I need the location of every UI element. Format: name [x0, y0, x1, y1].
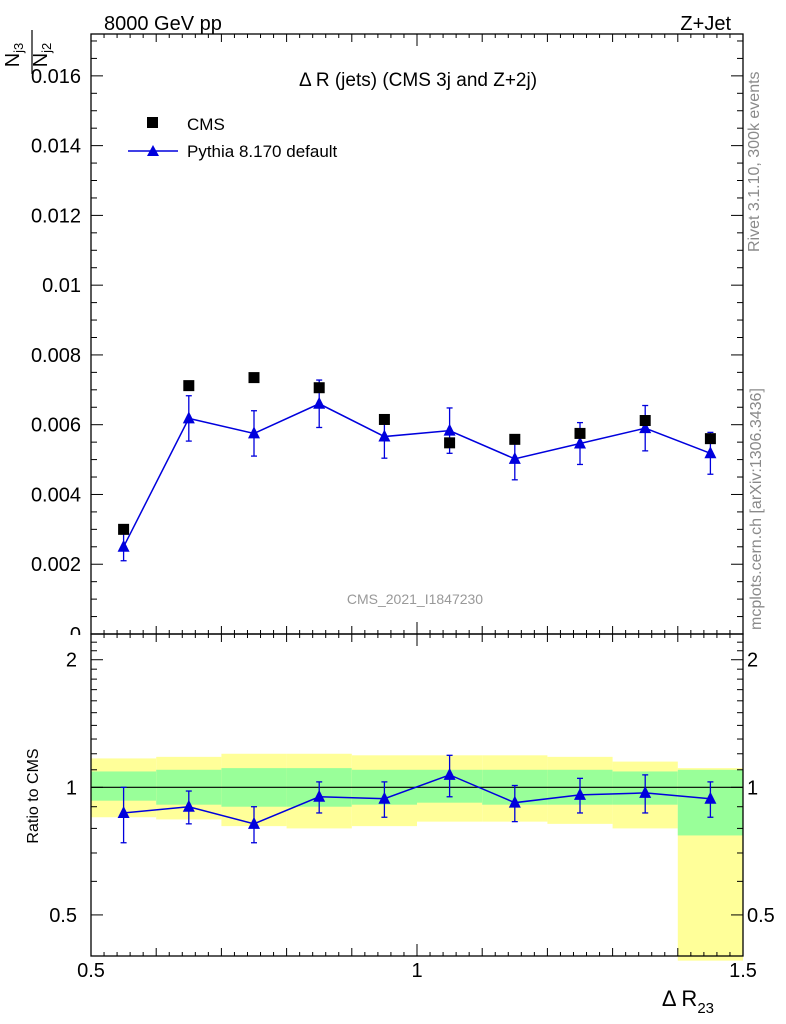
rivet-label: Rivet 3.1.10, 300k events: [746, 71, 763, 252]
cms-point: [378, 413, 390, 425]
main-y-label: Nj3 Nj2: [2, 30, 54, 74]
pythia-point: [704, 446, 717, 459]
ratio-y-tick-label-left: 1: [66, 777, 77, 799]
pythia-point: [117, 539, 130, 552]
ratio-point: [704, 791, 717, 804]
pythia-point: [508, 451, 521, 464]
y-tick-label: 0.014: [31, 136, 81, 158]
cms-point: [118, 523, 130, 535]
header-right: Z+Jet: [680, 13, 731, 35]
pythia-line: [122, 402, 711, 548]
legend: CMS Pythia 8.170 default: [128, 115, 338, 161]
y-tick-label: 0.004: [31, 484, 81, 506]
ylabel-den-sub: j2: [39, 43, 54, 54]
ratio-line: [123, 774, 711, 825]
ratio-point: [443, 767, 456, 780]
main-title: Δ R (jets) (CMS 3j and Z+2j): [299, 70, 537, 91]
x-tick-label: 1: [411, 960, 422, 982]
pythia-point: [639, 421, 652, 434]
ratio-point: [117, 805, 130, 818]
svg-text:Nj3: Nj3: [2, 43, 26, 68]
header-left: 8000 GeV pp: [104, 13, 222, 35]
pythia-point: [248, 426, 260, 439]
cms-point: [248, 372, 260, 384]
ratio-point: [639, 785, 652, 798]
watermark: CMS_2021_I1847230: [347, 591, 483, 607]
ratio-y-tick-label-right: 1: [747, 777, 758, 799]
ratio-point: [508, 795, 521, 808]
y-tick-label: 0.016: [31, 66, 81, 88]
pythia-point: [378, 429, 391, 442]
cms-point: [509, 433, 521, 445]
ratio-panel: [91, 753, 743, 961]
cms-point: [574, 427, 586, 439]
svg-text:Nj2: Nj2: [30, 43, 54, 68]
svg-text:Δ R23: Δ R23: [662, 986, 714, 1017]
legend-pythia-label: Pythia 8.170 default: [187, 142, 338, 161]
ratio-point: [574, 787, 586, 800]
cms-point: [183, 380, 195, 392]
pythia-point: [313, 396, 326, 409]
frames: 0.5 1 1.5 0.002 0.004 0.006 0.008 0.01 0.012 0.01…: [31, 33, 775, 982]
y-tick-label: 0.008: [31, 345, 81, 367]
ratio-y-tick-label-right: 2: [747, 650, 758, 672]
y-tick-label: 0.006: [31, 415, 81, 437]
legend-pythia-marker: [147, 145, 159, 156]
xlabel-main: Δ R: [662, 986, 697, 1011]
pythia-point: [574, 436, 586, 449]
ratio-y-label: Ratio to CMS: [25, 748, 42, 843]
cms-point: [444, 437, 456, 449]
cms-point: [704, 433, 716, 445]
mcplots-label: mcplots.cern.ch [arXiv:1306.3436]: [748, 388, 765, 630]
legend-cms-label: CMS: [187, 115, 225, 134]
pythia-point: [182, 411, 195, 424]
ratio-y-tick-label-right: 0.5: [747, 905, 775, 927]
main-panel: [117, 372, 717, 562]
ratio-y-tick-label-left: 0.5: [49, 905, 77, 927]
ratio-point: [248, 816, 260, 829]
y-tick-label: 0.01: [42, 275, 81, 297]
x-tick-label: 1.5: [729, 960, 757, 982]
x-tick-label: 0.5: [77, 960, 105, 982]
ylabel-den: N: [30, 53, 52, 67]
ratio-point: [313, 789, 326, 802]
zero-label-mask: [61, 635, 89, 647]
y-tick-label: 0.002: [31, 554, 81, 576]
ylabel-num-sub: j3: [11, 43, 26, 54]
cms-point: [639, 415, 651, 427]
pythia-point: [443, 423, 456, 436]
legend-cms-marker: [147, 117, 158, 128]
cms-point: [313, 382, 325, 394]
ylabel-num: N: [2, 53, 24, 67]
xlabel-sub: 23: [697, 1000, 714, 1017]
ratio-y-tick-label-left: 2: [66, 650, 77, 672]
ratio-point: [378, 791, 391, 804]
x-axis-label: Δ R23: [662, 986, 714, 1017]
text-layer: 8000 GeV pp Z+Jet Δ R (jets) (CMS 3j and…: [2, 13, 731, 1017]
y-tick-label: 0.012: [31, 205, 81, 227]
ratio-point: [182, 799, 195, 812]
